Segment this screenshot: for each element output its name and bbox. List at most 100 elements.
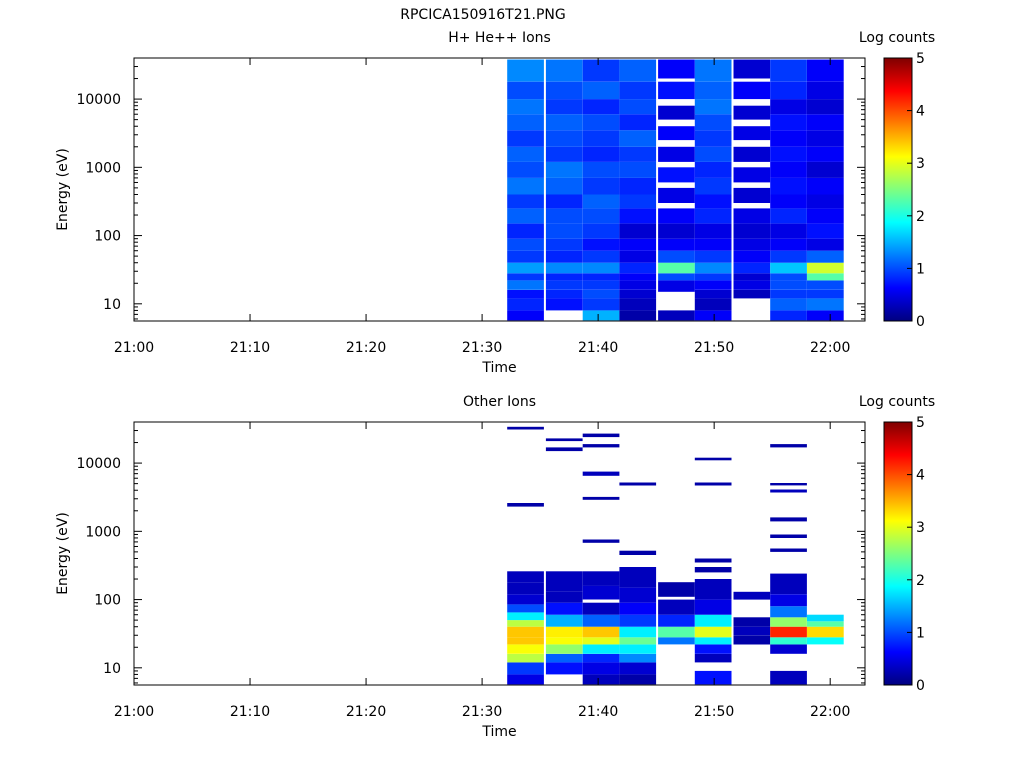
panel1-heatmap-cell [694, 273, 732, 281]
panel2-heatmap-cell [507, 582, 544, 595]
panel2-heatmap-cell [582, 444, 620, 448]
panel1-y-axis-label: Energy (eV) [55, 148, 71, 231]
panel2-heatmap-cell [770, 517, 807, 522]
panel2-heatmap-cell [507, 571, 544, 583]
panel1-title: H+ He++ Ions [448, 30, 551, 46]
panel2-heatmap-cell [807, 637, 844, 645]
panel1-x-tick-label: 22:00 [810, 340, 850, 356]
panel1-heatmap-cell [770, 280, 807, 290]
panel1-heatmap-cell [807, 146, 844, 162]
panel1-heatmap-cell [619, 99, 657, 115]
panel1-heatmap-cell [770, 289, 807, 299]
panel2-heatmap-cell [507, 594, 544, 605]
panel2-heatmap-cell [658, 582, 695, 597]
panel1-heatmap-cell [658, 250, 695, 263]
panel1-chart: 21:00 21:10 21:20 21:30 21:40 21:50 22:0010100… [55, 30, 935, 376]
panel2-heatmap-cell [582, 433, 620, 438]
panel2-heatmap-cell [507, 674, 544, 685]
panel2-x-tick-label: 21:00 [114, 704, 154, 720]
panel2-heatmap-cell [545, 626, 583, 638]
panel1-heatmap-cell [770, 177, 807, 195]
panel2-heatmap-cell [582, 674, 620, 685]
panel2-heatmap-cell [733, 626, 771, 636]
panel1-heatmap-cell [619, 114, 657, 131]
panel2-colorbar-tick-label: 1 [916, 625, 925, 641]
panel2-heatmap-cell [545, 602, 583, 615]
panel2-heatmap-cell [619, 587, 657, 603]
panel2-heatmap-cell [694, 644, 732, 654]
panel1-heatmap-cell [658, 59, 695, 79]
panel1-heatmap-cell [694, 310, 732, 321]
panel1-heatmap-cell [770, 59, 807, 82]
panel1-heatmap-cell [507, 114, 544, 131]
panel2-heatmap-cell [507, 620, 544, 627]
panel1-heatmap-cell [733, 126, 771, 141]
panel1-heatmap-cell [770, 298, 807, 311]
panel1-y-tick-label: 10000 [76, 92, 121, 108]
panel1-x-axis-label: Time [481, 360, 516, 376]
panel1-heatmap-cell [507, 289, 544, 299]
panel2-heatmap-cell [770, 489, 807, 493]
panel2-heatmap-cell [507, 662, 544, 675]
panel2-heatmap-cell [694, 567, 732, 573]
panel1-heatmap-cell [582, 273, 620, 281]
panel2-heatmap-cell [582, 614, 620, 627]
panel1-heatmap-cell [733, 289, 771, 299]
panel1-heatmap-cell [733, 105, 771, 120]
panel2-x-tick-label: 22:00 [810, 704, 850, 720]
panel2-heatmap-cell [582, 496, 620, 500]
panel2-colorbar-tick-label: 2 [916, 573, 925, 589]
panel1-heatmap-cell [694, 146, 732, 162]
panel1-heatmap-cell [658, 273, 695, 281]
panel1-heatmap-cell [694, 161, 732, 178]
panel1-heatmap-cell [582, 146, 620, 162]
panel1-heatmap-cell [658, 105, 695, 120]
panel2-heatmap-cell [619, 626, 657, 638]
panel1-heatmap-cell [694, 289, 732, 299]
panel1-heatmap-cell [807, 161, 844, 178]
panel1-y-tick-label: 100 [94, 229, 121, 245]
panel1-heatmap-cell [807, 310, 844, 321]
panel2-heatmap-cell [582, 539, 620, 543]
panel1-heatmap-cell [770, 238, 807, 251]
panel2-heatmap-cell [694, 614, 732, 627]
panel1-heatmap-cell [658, 146, 695, 162]
panel1-heatmap-cell [658, 187, 695, 203]
panel1-heatmap-cell [619, 130, 657, 147]
panel2-heatmap-cell [582, 571, 620, 586]
panel1-heatmap-cell [807, 238, 844, 251]
panel2-heatmap-cell [582, 662, 620, 675]
panel2-heatmap-cell [619, 482, 657, 486]
panel1-plot-frame [133, 57, 866, 322]
panel2-x-tick-label: 21:50 [694, 704, 734, 720]
panel1-heatmap-cell [733, 280, 771, 290]
panel1-heatmap-cell [545, 177, 583, 195]
panel1-colorbar-tick-label: 0 [916, 314, 925, 330]
panel1-heatmap-cell [807, 250, 844, 263]
panel1-heatmap-cell [507, 177, 544, 195]
panel1-heatmap-cell [507, 130, 544, 147]
panel2-colorbar [883, 421, 913, 686]
panel2-heatmap-cell [619, 662, 657, 675]
panel1-heatmap-cell [545, 289, 583, 299]
panel1-heatmap-cell [582, 298, 620, 311]
panel1-colorbar-tick-label: 5 [916, 51, 925, 67]
panel1-heatmap-cell [733, 262, 771, 274]
panel2-heatmap-cell [770, 594, 807, 607]
panel1-heatmap-cell [545, 208, 583, 224]
panel2-heatmap-cell [507, 503, 544, 507]
panel1-heatmap-cell [807, 99, 844, 115]
panel1-y-tick-label: 10 [103, 297, 121, 313]
panel1-heatmap-cell [770, 250, 807, 263]
panel2-heatmap-cell [694, 670, 732, 685]
panel1-heatmap-cell [733, 146, 771, 162]
panel1-heatmap-cell [545, 273, 583, 281]
panel1-heatmap-cell [770, 81, 807, 100]
panel1-heatmap-cell [770, 146, 807, 162]
panel2-heatmap-cell [545, 438, 583, 442]
panel1-heatmap-cell [507, 273, 544, 281]
panel2-heatmap-cell [658, 614, 695, 627]
panel1-heatmap-cell [507, 194, 544, 209]
panel1-heatmap-cell [619, 273, 657, 281]
panel1-heatmap-cell [658, 81, 695, 100]
